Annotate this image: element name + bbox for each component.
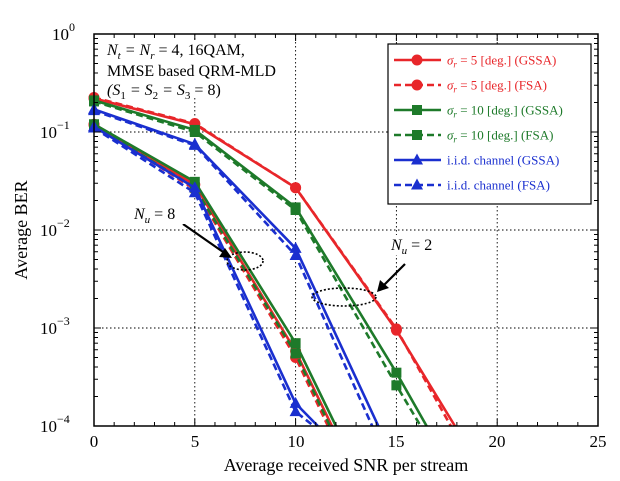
data-point	[391, 380, 402, 391]
nu2-arrowhead	[377, 280, 389, 292]
data-point	[290, 348, 301, 359]
data-point	[289, 405, 302, 417]
nu2-annotation-bg	[387, 235, 445, 255]
params-annotation-bg	[102, 40, 280, 98]
nu2-label: Nu = 2	[390, 237, 432, 257]
legend-entry: σr = 10 [deg.] (GSSA)	[394, 103, 563, 120]
legend-box	[387, 43, 592, 205]
y-tick-label: 10−4	[40, 412, 70, 436]
legend-label: σr = 5 [deg.] (GSSA)	[447, 53, 556, 70]
legend-entry: σr = 5 [deg.] (FSA)	[394, 78, 547, 95]
x-tick-label: 0	[90, 432, 99, 451]
nu2-annotation: Nu = 2	[387, 235, 445, 257]
series-line	[93, 126, 315, 428]
params-line-3: (S1 = S2 = S3 = 8)	[107, 82, 221, 102]
data-point	[290, 204, 301, 215]
y-tick-label: 100	[52, 20, 75, 44]
series	[88, 121, 315, 428]
legend-entry: i.i.d. channel (GSSA)	[394, 153, 559, 168]
data-point	[289, 241, 302, 253]
data-point	[391, 367, 402, 378]
y-tick-labels: 100 10−1 10−2 10−3 10−4	[40, 20, 75, 436]
data-point	[188, 138, 201, 150]
y-axis-label: Average BER	[11, 180, 31, 279]
legend-items: σr = 5 [deg.] (GSSA) σr = 5 [deg.] (FSA) σ…	[394, 53, 563, 193]
params-line-1: Nt = Nr = 4, 16QAM,	[106, 42, 245, 62]
legend-marker	[412, 130, 422, 140]
legend-label: σr = 10 [deg.] (GSSA)	[447, 103, 563, 120]
x-tick-label: 15	[388, 432, 405, 451]
nu2-ellipse	[311, 287, 377, 307]
legend-marker	[411, 54, 423, 66]
params-line-2: MMSE based QRM-MLD	[107, 63, 276, 80]
legend-entry: i.i.d. channel (FSA)	[394, 178, 550, 193]
nu8-arrowhead	[219, 248, 232, 258]
nu8-ellipse	[226, 251, 264, 271]
x-tick-label: 25	[590, 432, 607, 451]
series-line	[93, 108, 380, 427]
data-point	[189, 127, 200, 137]
legend-marker	[411, 153, 423, 165]
nu8-annotation: Nu = 8	[130, 204, 188, 226]
y-tick-label: 10−2	[40, 216, 70, 240]
legend-label: σr = 5 [deg.] (FSA)	[447, 78, 547, 95]
series-line	[93, 125, 319, 427]
legend-marker	[411, 79, 423, 91]
curves	[88, 91, 457, 428]
data-point	[188, 186, 201, 198]
data-point	[390, 323, 402, 335]
x-axis-label: Average received SNR per stream	[224, 455, 469, 475]
x-tick-label: 20	[489, 432, 506, 451]
legend-label: i.i.d. channel (GSSA)	[447, 153, 559, 168]
nu8-arrow	[182, 223, 227, 255]
legend-label: σr = 10 [deg.] (FSA)	[447, 128, 553, 145]
params-annotation: Nt = Nr = 4, 16QAM, MMSE based QRM-MLD (…	[102, 40, 280, 102]
nu2-arrow	[382, 263, 406, 287]
legend: σr = 5 [deg.] (GSSA) σr = 5 [deg.] (FSA) σ…	[387, 43, 592, 205]
legend-entry: σr = 5 [deg.] (GSSA)	[394, 53, 556, 70]
y-tick-label: 10−3	[40, 314, 70, 338]
series-line	[93, 123, 338, 427]
x-tick-labels: 0 5 10 15 20 25	[90, 432, 607, 451]
data-point	[290, 182, 302, 194]
legend-marker	[411, 178, 423, 190]
data-point	[289, 248, 302, 260]
series-line	[93, 109, 374, 427]
legend-entry: σr = 10 [deg.] (FSA)	[394, 128, 553, 145]
nu8-annotation-bg	[130, 204, 188, 224]
legend-label: i.i.d. channel (FSA)	[447, 178, 550, 193]
axis-ticks	[93, 33, 599, 427]
legend-marker	[412, 105, 422, 115]
x-tick-label: 10	[288, 432, 305, 451]
y-tick-label: 10−1	[40, 118, 70, 142]
nu8-label: Nu = 8	[133, 206, 175, 226]
x-tick-label: 5	[191, 432, 200, 451]
data-point	[290, 338, 301, 349]
